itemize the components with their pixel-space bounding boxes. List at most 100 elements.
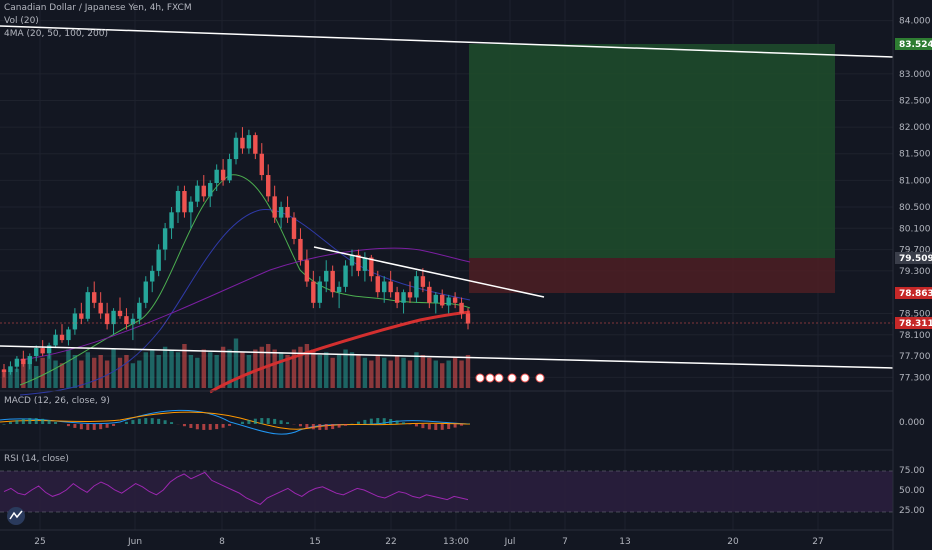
volume-bar xyxy=(53,360,58,388)
candle xyxy=(311,270,316,309)
volume-bar xyxy=(214,355,219,388)
volume-bar xyxy=(382,357,387,388)
volume-bar xyxy=(343,349,348,388)
candle xyxy=(130,313,136,341)
macd-histogram-bar xyxy=(286,422,290,424)
macd-histogram-bar xyxy=(266,418,270,424)
ma100-line xyxy=(19,247,471,361)
candle xyxy=(162,222,168,261)
candle xyxy=(465,308,471,330)
macd-histogram-bar xyxy=(137,418,141,424)
macd-histogram-bar xyxy=(460,424,464,426)
rsi-tick-label: 25.00 xyxy=(899,506,925,516)
macd-histogram-bar xyxy=(279,420,283,424)
macd-histogram-bar xyxy=(324,424,328,430)
candle xyxy=(40,340,45,357)
candle xyxy=(343,260,348,293)
macd-histogram-bar xyxy=(273,418,277,424)
lower-channel-line[interactable] xyxy=(0,345,894,369)
macd-histogram-bar xyxy=(369,418,373,424)
time-tick-label: 8 xyxy=(219,537,225,547)
macd-histogram-bar xyxy=(170,422,174,424)
volume-bar xyxy=(433,360,438,388)
volume-bar xyxy=(427,357,432,388)
volume-bar xyxy=(208,352,213,388)
upper-channel-line[interactable] xyxy=(0,25,894,58)
price-tick-label: 79.300 xyxy=(899,267,931,277)
candle xyxy=(137,297,142,325)
volume-bar xyxy=(362,357,368,388)
event-markers[interactable] xyxy=(475,373,545,383)
macd-histogram-bar xyxy=(298,424,302,427)
macd-histogram-bar xyxy=(112,424,116,426)
candle xyxy=(46,342,52,359)
macd-histogram-bar xyxy=(131,420,135,424)
volume-bar xyxy=(79,360,84,388)
volume-bar xyxy=(143,352,148,388)
macd-histogram-bar xyxy=(221,424,225,428)
candle xyxy=(336,281,342,309)
macd-histogram-bar xyxy=(182,424,186,427)
macd-histogram-bar xyxy=(34,418,38,424)
macd-histogram-bar xyxy=(453,424,457,428)
volume-bar xyxy=(111,349,116,388)
macd-histogram-bar xyxy=(66,424,70,427)
macd-histogram-bar xyxy=(195,424,199,430)
volume-bar xyxy=(394,355,400,388)
volume-bar xyxy=(150,349,155,388)
volume-bar xyxy=(407,360,413,388)
macd-histogram-bar xyxy=(99,424,103,430)
candle xyxy=(208,180,213,207)
volume-bar xyxy=(272,349,277,388)
candle xyxy=(330,265,335,298)
descending-trendline[interactable] xyxy=(313,246,545,298)
macd-histogram-bar xyxy=(202,424,206,430)
price-tick-label: 83.000 xyxy=(899,70,931,80)
rsi-tick-label: 50.00 xyxy=(899,486,925,496)
volume-indicator-label[interactable]: Vol (20) xyxy=(4,16,39,26)
candle xyxy=(111,308,116,335)
macd-histogram-bar xyxy=(73,424,77,428)
candle xyxy=(34,345,39,362)
volume-bar xyxy=(85,352,90,388)
ma-indicator-label[interactable]: 4MA (20, 50, 100, 200) xyxy=(4,29,108,39)
volume-bar xyxy=(420,355,426,388)
volume-bar xyxy=(311,349,316,388)
rsi-tick-label: 75.00 xyxy=(899,466,925,476)
macd-indicator-label[interactable]: MACD (12, 26, close, 9) xyxy=(4,396,110,406)
symbol-title: Canadian Dollar / Japanese Yen, 4h, FXCM xyxy=(4,3,192,13)
macd-histogram-bar xyxy=(47,420,51,424)
volume-bar xyxy=(169,349,174,388)
candle xyxy=(420,268,426,293)
volume-bar xyxy=(66,349,71,388)
price-tick-label: 82.500 xyxy=(899,97,931,107)
candle xyxy=(220,159,226,186)
volume-bar xyxy=(246,355,252,388)
macd-histogram-bar xyxy=(414,424,418,427)
rsi-band xyxy=(0,471,893,512)
macd-histogram-bar xyxy=(41,418,45,424)
candle xyxy=(362,252,368,282)
candle xyxy=(446,294,451,314)
candle xyxy=(388,270,393,298)
volume-bar xyxy=(92,357,97,388)
tradingview-logo[interactable] xyxy=(7,507,25,525)
macd-histogram-bar xyxy=(8,421,12,424)
price-tick-label: 78.100 xyxy=(899,331,931,341)
macd-histogram-bar xyxy=(447,424,451,429)
time-tick-label: Jun xyxy=(127,537,142,547)
macd-histogram-bar xyxy=(144,418,148,424)
candle xyxy=(8,361,13,375)
volume-bar xyxy=(220,346,226,388)
rsi-indicator-label[interactable]: RSI (14, close) xyxy=(4,454,69,464)
volume-bar xyxy=(14,368,20,388)
time-tick-label: 25 xyxy=(34,537,45,547)
volume-bar xyxy=(440,363,445,388)
candle xyxy=(117,297,123,319)
volume-bar xyxy=(349,352,355,388)
price-tick-label: 81.000 xyxy=(899,176,931,186)
price-tick-label: 82.000 xyxy=(899,123,931,133)
macd-histogram-bar xyxy=(363,419,367,424)
time-tick-label: 27 xyxy=(812,537,823,547)
volume-bar xyxy=(304,344,310,388)
